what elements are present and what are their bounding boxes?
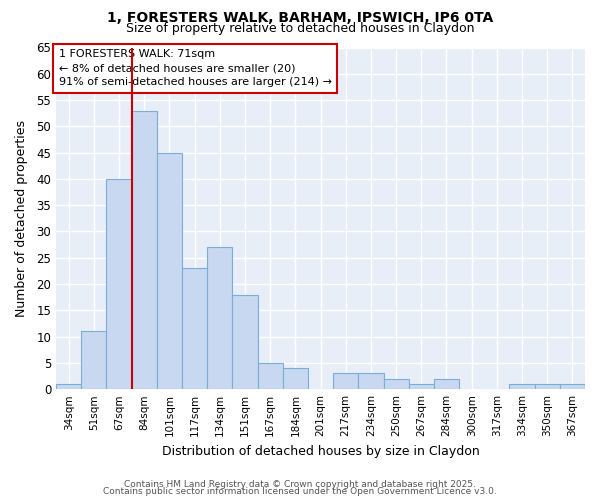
Bar <box>207 248 232 389</box>
Bar <box>509 384 535 389</box>
Bar <box>56 384 81 389</box>
Bar <box>383 378 409 389</box>
Bar <box>106 179 131 389</box>
X-axis label: Distribution of detached houses by size in Claydon: Distribution of detached houses by size … <box>161 444 479 458</box>
Bar <box>535 384 560 389</box>
Bar <box>232 294 257 389</box>
Text: Contains HM Land Registry data © Crown copyright and database right 2025.: Contains HM Land Registry data © Crown c… <box>124 480 476 489</box>
Text: Contains public sector information licensed under the Open Government Licence v3: Contains public sector information licen… <box>103 488 497 496</box>
Bar <box>157 152 182 389</box>
Bar <box>434 378 459 389</box>
Text: 1 FORESTERS WALK: 71sqm
← 8% of detached houses are smaller (20)
91% of semi-det: 1 FORESTERS WALK: 71sqm ← 8% of detached… <box>59 49 332 87</box>
Bar <box>409 384 434 389</box>
Bar <box>560 384 585 389</box>
Bar <box>131 110 157 389</box>
Bar <box>333 374 358 389</box>
Y-axis label: Number of detached properties: Number of detached properties <box>15 120 28 317</box>
Bar <box>257 363 283 389</box>
Bar <box>81 332 106 389</box>
Bar <box>283 368 308 389</box>
Text: 1, FORESTERS WALK, BARHAM, IPSWICH, IP6 0TA: 1, FORESTERS WALK, BARHAM, IPSWICH, IP6 … <box>107 11 493 25</box>
Bar <box>182 268 207 389</box>
Text: Size of property relative to detached houses in Claydon: Size of property relative to detached ho… <box>126 22 474 35</box>
Bar <box>358 374 383 389</box>
